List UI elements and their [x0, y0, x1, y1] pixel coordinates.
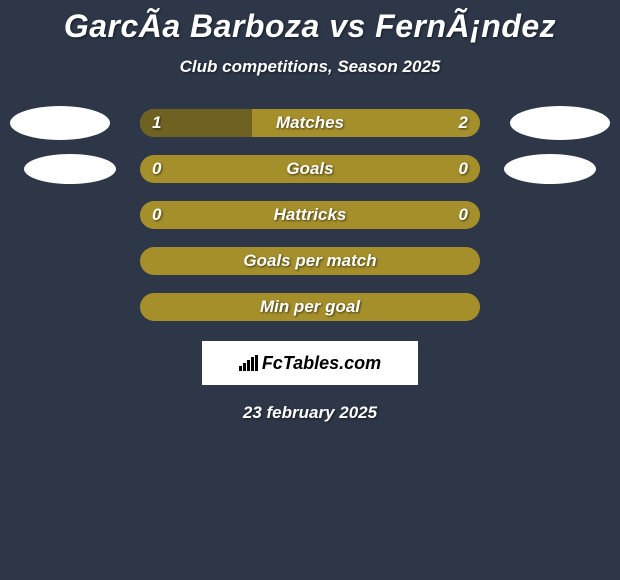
stat-row-min-per-goal: Min per goal [0, 293, 620, 321]
stat-bar: Goals per match [140, 247, 480, 275]
stat-bar: 0 Hattricks 0 [140, 201, 480, 229]
stat-label: Goals [286, 159, 333, 179]
stat-row-goals: 0 Goals 0 [0, 155, 620, 183]
stat-label: Min per goal [260, 297, 360, 317]
stat-bar: 1 Matches 2 [140, 109, 480, 137]
player-right-crest [504, 154, 596, 184]
stat-value-right: 0 [459, 159, 468, 179]
stat-row-matches: 1 Matches 2 [0, 109, 620, 137]
bars-icon [239, 355, 258, 371]
stat-value-left: 0 [152, 159, 161, 179]
stat-row-hattricks: 0 Hattricks 0 [0, 201, 620, 229]
stat-label: Goals per match [243, 251, 376, 271]
stat-label: Matches [276, 113, 344, 133]
date: 23 february 2025 [0, 403, 620, 423]
subtitle: Club competitions, Season 2025 [0, 57, 620, 77]
logo: FcTables.com [239, 353, 381, 374]
comparison-infographic: GarcÃ­a Barboza vs FernÃ¡ndez Club compe… [0, 0, 620, 423]
stat-value-left: 0 [152, 205, 161, 225]
stat-value-left: 1 [152, 113, 161, 133]
stat-row-goals-per-match: Goals per match [0, 247, 620, 275]
stat-value-right: 0 [459, 205, 468, 225]
logo-text: FcTables.com [262, 353, 381, 374]
stat-rows: 1 Matches 2 0 Goals 0 0 Hattricks 0 [0, 109, 620, 321]
player-left-crest [10, 106, 110, 140]
player-right-crest [510, 106, 610, 140]
stat-value-right: 2 [459, 113, 468, 133]
stat-bar: Min per goal [140, 293, 480, 321]
player-left-crest [24, 154, 116, 184]
stat-bar: 0 Goals 0 [140, 155, 480, 183]
logo-box: FcTables.com [202, 341, 418, 385]
page-title: GarcÃ­a Barboza vs FernÃ¡ndez [0, 8, 620, 45]
stat-label: Hattricks [274, 205, 347, 225]
